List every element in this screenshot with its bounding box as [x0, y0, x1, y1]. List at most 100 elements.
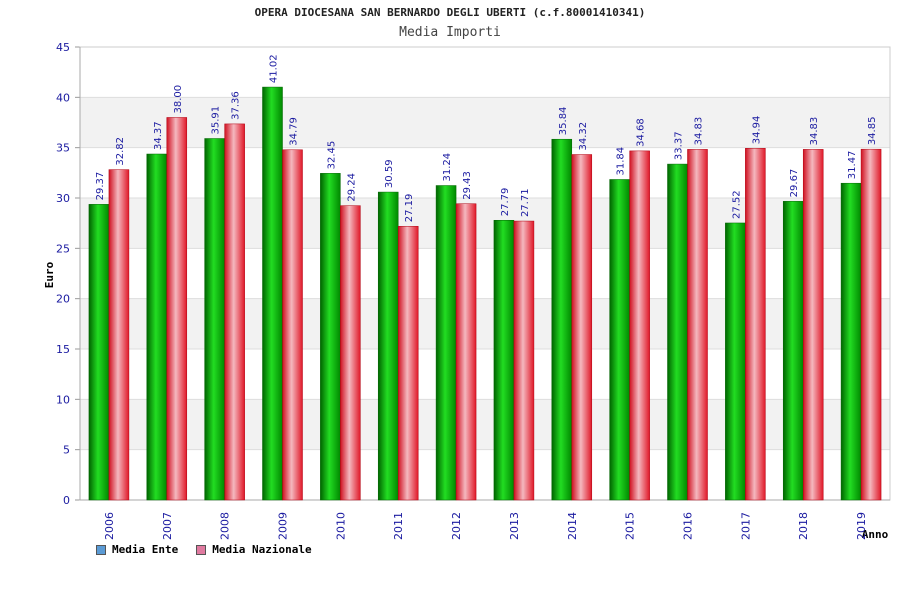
grid-band: [80, 147, 890, 198]
bar-nazionale: [224, 123, 245, 501]
value-label: 37.36: [231, 91, 242, 120]
value-label: 27.52: [731, 190, 742, 219]
legend: Media Ente Media Nazionale: [96, 543, 312, 556]
bar-nazionale: [745, 148, 766, 501]
chart-subtitle: Media Importi: [399, 25, 501, 40]
value-label: 35.91: [211, 106, 222, 135]
value-label: 27.71: [520, 188, 531, 217]
y-tick-label: 20: [56, 293, 70, 306]
x-tick-label: 2006: [103, 512, 116, 540]
value-label: 34.83: [694, 117, 705, 146]
value-label: 38.00: [173, 85, 184, 114]
y-tick-label: 0: [63, 494, 70, 507]
y-tick-label: 40: [56, 91, 70, 104]
legend-item-ente: Media Ente: [96, 543, 178, 556]
legend-swatch-nazionale: [196, 544, 207, 555]
y-tick-label: 30: [56, 192, 70, 205]
value-label: 32.82: [115, 137, 126, 166]
x-tick-label: 2009: [277, 512, 290, 540]
x-tick-label: 2015: [624, 512, 637, 540]
grid-band: [80, 349, 890, 400]
x-tick-label: 2013: [508, 512, 521, 540]
bar-ente: [377, 191, 399, 501]
grid-band: [80, 298, 890, 349]
bar-ente: [262, 86, 283, 501]
bar-ente: [204, 138, 225, 501]
x-tick-label: 2018: [797, 512, 810, 540]
bar-ente: [725, 222, 746, 501]
bar-ente: [782, 201, 804, 501]
value-label: 29.24: [346, 173, 357, 202]
bar-ente: [435, 185, 457, 501]
y-axis-label: Euro: [43, 261, 56, 288]
x-tick-label: 2019: [855, 512, 868, 540]
x-tick-label: 2014: [566, 512, 579, 540]
value-label: 33.37: [674, 131, 685, 160]
value-label: 31.84: [616, 147, 627, 176]
x-tick-label: 2017: [739, 512, 752, 540]
grid-band: [80, 399, 890, 450]
bar-nazionale: [513, 220, 535, 501]
value-label: 27.79: [500, 188, 511, 217]
bar-nazionale: [802, 149, 824, 501]
value-label: 41.02: [269, 54, 280, 83]
bar-nazionale: [340, 205, 361, 501]
bar-ente: [320, 173, 341, 501]
value-label: 34.79: [289, 117, 300, 146]
legend-item-nazionale: Media Nazionale: [196, 543, 312, 556]
value-label: 31.24: [442, 153, 453, 182]
bar-nazionale: [629, 150, 650, 501]
value-label: 34.32: [578, 122, 589, 151]
value-label: 30.59: [384, 159, 395, 188]
bar-ente: [609, 179, 630, 501]
legend-swatch-ente: [96, 544, 106, 555]
y-tick-label: 45: [56, 41, 70, 54]
legend-label-ente: Media Ente: [112, 543, 179, 556]
bar-ente: [146, 153, 168, 501]
bar-ente: [840, 182, 862, 501]
grid-band: [80, 97, 890, 148]
x-tick-label: 2010: [334, 512, 347, 540]
chart-title: OPERA DIOCESANA SAN BERNARDO DEGLI UBERT…: [254, 6, 646, 19]
x-axis-label: Anno: [862, 528, 889, 541]
value-label: 29.37: [95, 172, 106, 201]
bar-ente: [493, 219, 515, 501]
value-label: 34.94: [751, 116, 762, 145]
bar-nazionale: [455, 203, 477, 501]
value-label: 34.37: [153, 121, 164, 150]
bar-nazionale: [108, 169, 130, 501]
x-tick-label: 2016: [682, 512, 695, 540]
bar-nazionale: [166, 117, 188, 501]
x-tick-label: 2012: [450, 512, 463, 540]
grid-band: [80, 248, 890, 299]
value-label: 34.83: [809, 117, 820, 146]
x-tick-label: 2007: [161, 512, 174, 540]
grid-band: [80, 198, 890, 249]
y-tick-label: 25: [56, 242, 70, 255]
y-tick-label: 5: [63, 444, 70, 457]
bar-ente: [88, 204, 110, 501]
y-tick-label: 15: [56, 343, 70, 356]
grid-band: [80, 47, 890, 98]
bar-nazionale: [397, 226, 419, 501]
value-label: 29.43: [462, 171, 473, 200]
value-label: 27.19: [404, 194, 415, 223]
x-tick-label: 2011: [392, 512, 405, 540]
bar-ente: [551, 138, 573, 501]
value-label: 29.67: [789, 169, 800, 198]
bar-nazionale: [571, 154, 593, 501]
bar-ente: [667, 163, 688, 501]
value-label: 34.85: [867, 117, 878, 146]
value-label: 34.68: [636, 118, 647, 147]
grid-band: [80, 449, 890, 500]
value-label: 31.47: [847, 151, 858, 180]
value-label: 35.84: [558, 107, 569, 136]
y-tick-label: 10: [56, 393, 70, 406]
bar-nazionale: [687, 149, 708, 501]
bar-nazionale: [282, 149, 303, 501]
legend-label-nazionale: Media Nazionale: [212, 543, 312, 556]
value-label: 32.45: [326, 141, 337, 170]
bar-nazionale: [860, 148, 882, 501]
y-tick-label: 35: [56, 142, 70, 155]
